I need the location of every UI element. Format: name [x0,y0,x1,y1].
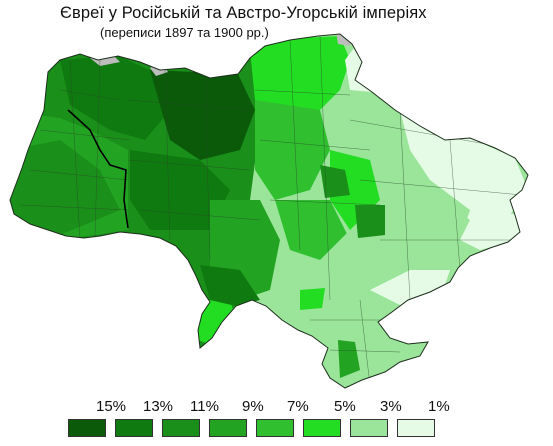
legend-swatch [162,419,200,437]
legend-swatch [397,419,435,437]
austro-hungarian-border [67,109,129,229]
legend-label: 7% [287,398,309,415]
legend-label: 13% [143,398,174,415]
legend-label: 9% [242,398,264,415]
legend-swatch [68,419,106,437]
legend-swatch [209,419,247,437]
legend-label: 3% [380,398,402,415]
map-subtitle: (переписи 1897 та 1900 рр.) [100,25,269,40]
map-title: Євреї у Російській та Австро-Угорській і… [60,4,427,22]
region-borders [19,35,523,386]
legend-swatch [350,419,388,437]
legend-label: 15% [96,398,127,415]
legend-swatch [256,419,294,437]
legend-label: 11% [190,398,219,415]
legend-swatch [303,419,341,437]
legend-label: 1% [428,398,450,415]
legend-swatch [115,419,153,437]
legend-label: 5% [334,398,356,415]
